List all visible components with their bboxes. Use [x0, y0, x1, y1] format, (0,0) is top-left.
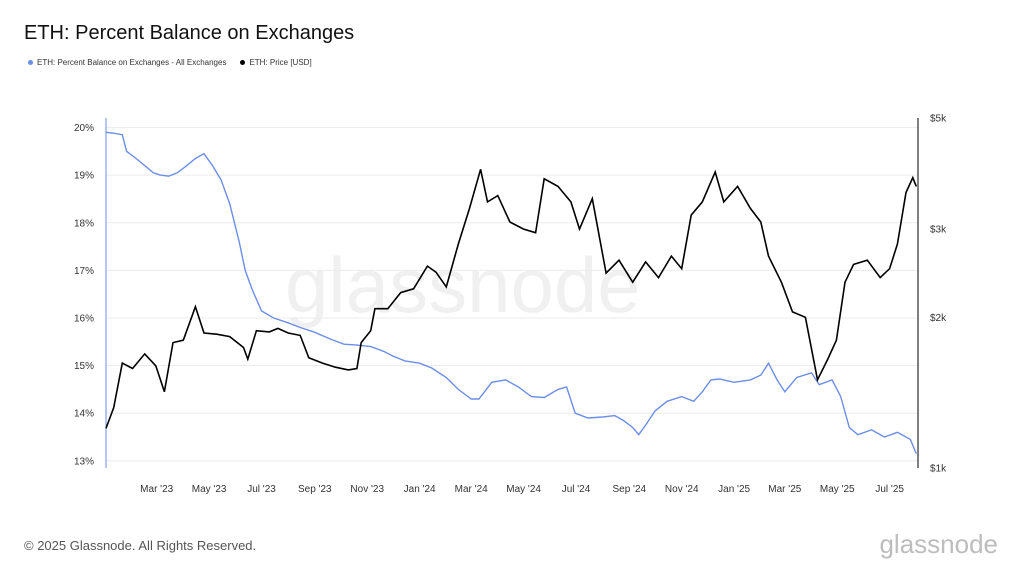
legend-dot-price: [240, 60, 246, 65]
legend-dot-balance: [28, 60, 33, 65]
legend-label-price: ETH: Price [USD]: [249, 58, 312, 67]
y-axis-left: 13% 14% 15% 16% 17% 18% 19% 20%: [74, 123, 94, 467]
x-tick-label: May '25: [820, 484, 855, 495]
legend-item-balance[interactable]: ETH: Percent Balance on Exchanges - All …: [28, 58, 226, 67]
y-left-tick-label: 16%: [74, 314, 94, 325]
legend-label-balance: ETH: Percent Balance on Exchanges - All …: [37, 58, 227, 67]
y-right-tick-label: $1k: [930, 464, 947, 475]
chart-title: ETH: Percent Balance on Exchanges: [24, 22, 355, 44]
y-right-tick-label: $5k: [930, 114, 947, 125]
y-axis-right: $1k $2k $3k $5k: [930, 114, 947, 475]
x-tick-label: Mar '25: [768, 484, 801, 495]
y-left-tick-label: 13%: [74, 456, 94, 467]
y-left-tick-label: 17%: [74, 266, 94, 277]
brand-logo: glassnode: [879, 529, 998, 559]
x-tick-label: Jul '23: [247, 484, 276, 495]
x-tick-label: Mar '23: [140, 484, 173, 495]
x-tick-label: Nov '24: [665, 484, 699, 495]
x-tick-label: Jan '25: [718, 484, 750, 495]
x-axis: Mar '23 May '23 Jul '23 Sep '23 Nov '23 Jan '…: [140, 484, 904, 495]
y-right-tick-label: $2k: [930, 313, 947, 324]
y-left-tick-label: 20%: [74, 123, 94, 134]
x-tick-label: Sep '23: [298, 484, 332, 495]
y-left-tick-label: 15%: [74, 361, 94, 372]
legend: ETH: Percent Balance on Exchanges - All …: [28, 58, 312, 67]
y-right-tick-label: $3k: [930, 225, 947, 236]
x-tick-label: May '23: [192, 484, 227, 495]
x-tick-label: Sep '24: [612, 484, 646, 495]
series-line-balance: [105, 131, 917, 454]
y-left-tick-label: 19%: [74, 171, 94, 182]
series-line-price: [105, 169, 918, 429]
y-left-tick-label: 14%: [74, 409, 94, 420]
x-tick-label: Jul '24: [562, 484, 591, 495]
x-tick-label: Nov '23: [350, 484, 384, 495]
x-tick-label: Mar '24: [455, 484, 488, 495]
y-left-tick-label: 18%: [74, 218, 94, 229]
copyright-text: © 2025 Glassnode. All Rights Reserved.: [24, 538, 257, 553]
legend-item-price[interactable]: ETH: Price [USD]: [240, 58, 312, 67]
x-tick-label: Jul '25: [875, 484, 904, 495]
watermark: glassnode: [285, 241, 641, 329]
x-tick-label: May '24: [506, 484, 541, 495]
x-tick-label: Jan '24: [404, 484, 436, 495]
